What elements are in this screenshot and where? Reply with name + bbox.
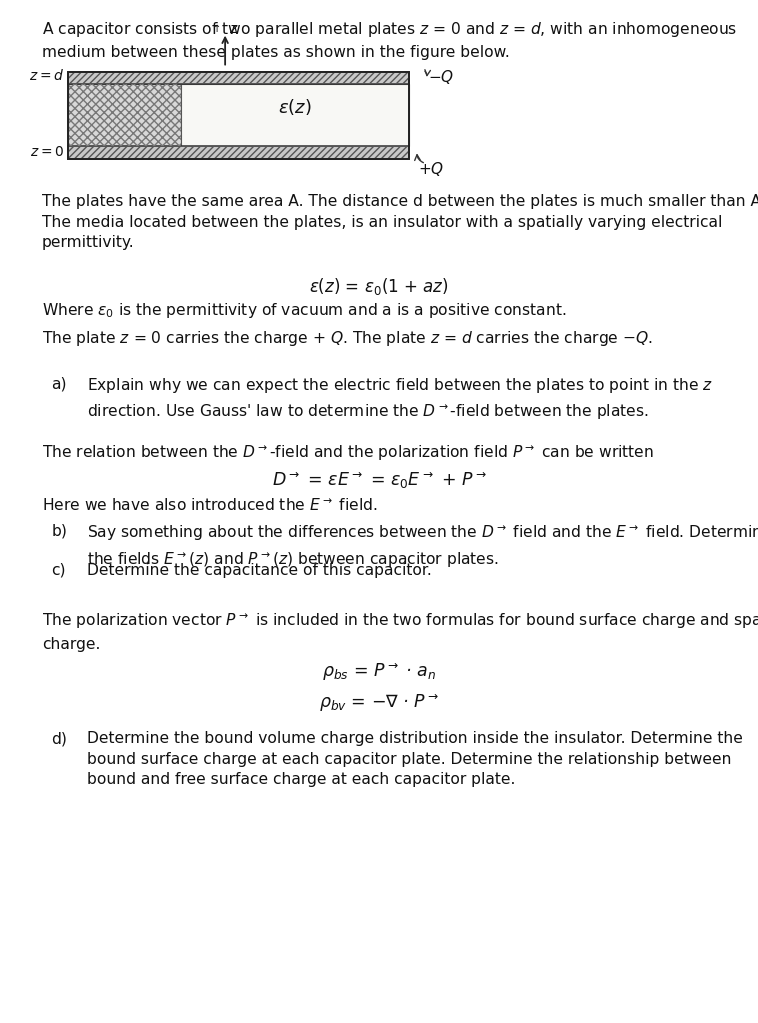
Bar xyxy=(68,72,409,84)
Text: c): c) xyxy=(52,563,66,578)
Text: Say something about the differences between the $D^{\rightarrow}$ field and the : Say something about the differences betw… xyxy=(87,524,758,570)
Text: Where $\epsilon_0$ is the permittivity of vacuum and a is a positive constant.: Where $\epsilon_0$ is the permittivity o… xyxy=(42,301,566,320)
Bar xyxy=(181,84,409,146)
Text: Determine the bound volume charge distribution inside the insulator. Determine t: Determine the bound volume charge distri… xyxy=(87,731,743,788)
Bar xyxy=(68,84,181,146)
Bar xyxy=(68,72,409,84)
Text: $\epsilon(z)$ = $\epsilon_0$(1 + $az$): $\epsilon(z)$ = $\epsilon_0$(1 + $az$) xyxy=(309,276,449,298)
Text: The polarization vector $P^{\rightarrow}$ is included in the two formulas for bo: The polarization vector $P^{\rightarrow}… xyxy=(42,612,758,652)
Text: $\epsilon(z)$: $\epsilon(z)$ xyxy=(278,97,312,117)
Bar xyxy=(68,146,409,159)
Text: $z=d$: $z=d$ xyxy=(30,69,64,83)
Text: $D^{\rightarrow}$ = $\epsilon E^{\rightarrow}$ = $\epsilon_0 E^{\rightarrow}$ + : $D^{\rightarrow}$ = $\epsilon E^{\righta… xyxy=(271,471,487,491)
Text: $+Q$: $+Q$ xyxy=(418,160,445,178)
Text: The plates have the same area A. The distance d between the plates is much small: The plates have the same area A. The dis… xyxy=(42,194,758,251)
Text: $z=0$: $z=0$ xyxy=(30,145,64,160)
Text: The plate $z$ = 0 carries the charge + $Q$. The plate $z$ = $d$ carries the char: The plate $z$ = 0 carries the charge + $… xyxy=(42,329,653,349)
Text: $\uparrow$: $\uparrow$ xyxy=(211,21,221,34)
Text: a): a) xyxy=(52,376,67,392)
Text: The relation between the $D^{\rightarrow}$-field and the polarization field $P^{: The relation between the $D^{\rightarrow… xyxy=(42,443,653,462)
Text: Here we have also introduced the $E^{\rightarrow}$ field.: Here we have also introduced the $E^{\ri… xyxy=(42,497,377,514)
Text: $\rho_{bv}$ = $-\nabla$ · $P^{\rightarrow}$: $\rho_{bv}$ = $-\nabla$ · $P^{\rightarro… xyxy=(319,693,439,714)
Bar xyxy=(68,84,181,146)
Text: $z$: $z$ xyxy=(229,21,239,36)
Bar xyxy=(68,146,409,159)
Text: A capacitor consists of two parallel metal plates $z$ = 0 and $z$ = $d$, with an: A capacitor consists of two parallel met… xyxy=(42,20,737,60)
Text: $\rho_{bs}$ = $P^{\rightarrow}$ · $a_n$: $\rho_{bs}$ = $P^{\rightarrow}$ · $a_n$ xyxy=(322,662,436,683)
Text: d): d) xyxy=(52,731,67,747)
Text: Determine the capacitance of this capacitor.: Determine the capacitance of this capaci… xyxy=(87,563,432,578)
Text: Explain why we can expect the electric field between the plates to point in the : Explain why we can expect the electric f… xyxy=(87,376,713,421)
Bar xyxy=(68,72,409,159)
Text: $-Q$: $-Q$ xyxy=(428,68,455,86)
Text: b): b) xyxy=(52,524,67,539)
